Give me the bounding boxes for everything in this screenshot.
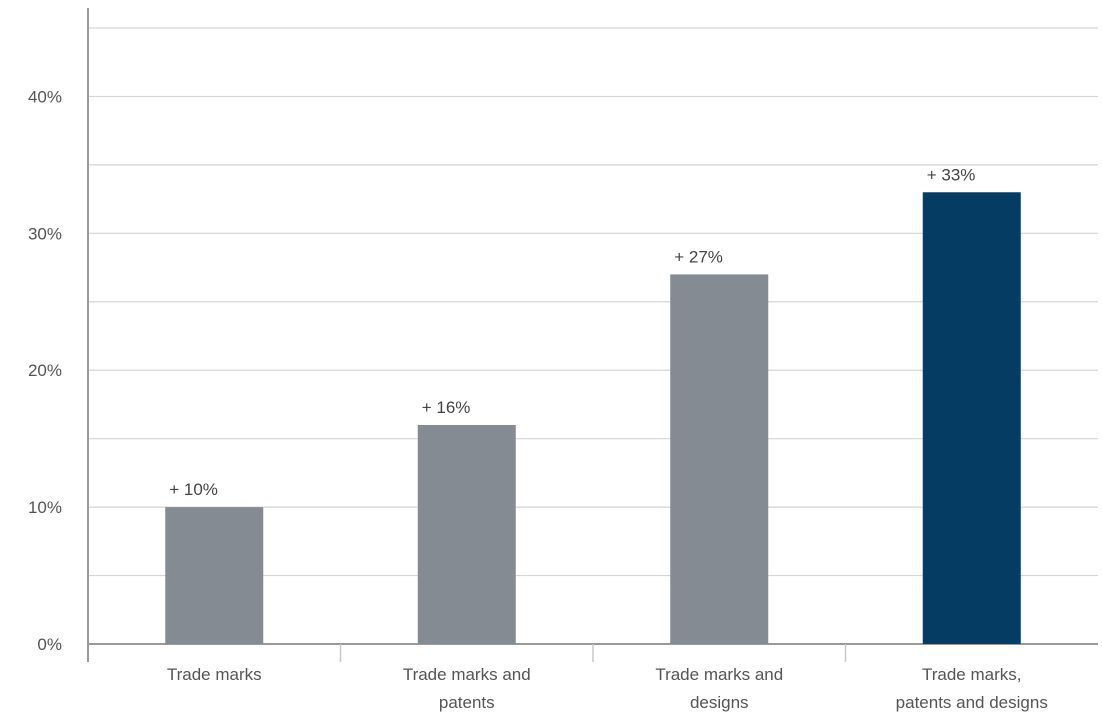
- category-label: patents: [439, 693, 495, 712]
- category-label: Trade marks: [167, 665, 262, 684]
- data-label: + 27%: [674, 247, 723, 266]
- category-labels: Trade marks Trade marks and patents Trade m…: [167, 665, 1048, 712]
- bar: [670, 274, 769, 644]
- y-tick-label: 10%: [28, 498, 62, 517]
- bar: [165, 507, 264, 644]
- y-tick-label: 20%: [28, 361, 62, 380]
- data-label: + 16%: [422, 398, 471, 417]
- category-label: Trade marks and: [403, 665, 531, 684]
- y-tick-label: 0%: [37, 635, 62, 654]
- category-label: Trade marks and: [655, 665, 783, 684]
- bar: [922, 192, 1021, 644]
- x-axis: [88, 643, 1098, 662]
- y-tick-label: 40%: [28, 87, 62, 106]
- data-label: + 10%: [169, 480, 218, 499]
- bar: [417, 424, 516, 644]
- data-label: + 33%: [927, 165, 976, 184]
- category-label: Trade marks,: [922, 665, 1022, 684]
- category-label: patents and designs: [896, 693, 1048, 712]
- y-axis: 0% 10% 20% 30% 40%: [28, 8, 89, 662]
- data-labels: + 10% + 16% + 27% + 33%: [169, 165, 975, 499]
- category-label: designs: [690, 693, 749, 712]
- y-tick-label: 30%: [28, 224, 62, 243]
- bars: [165, 192, 1021, 644]
